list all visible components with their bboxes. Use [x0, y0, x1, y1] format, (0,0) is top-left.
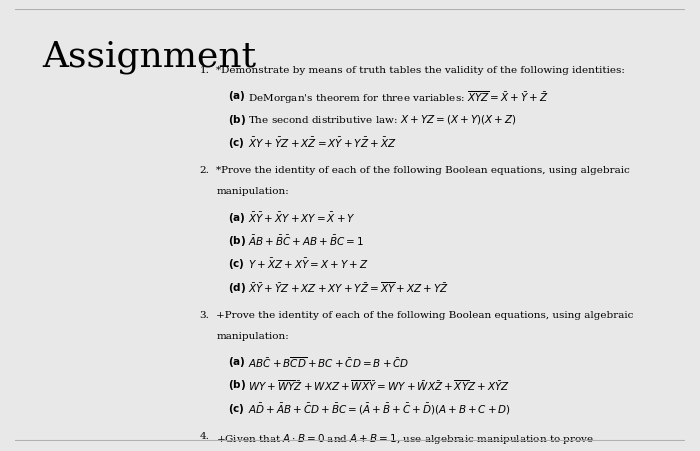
Text: manipulation:: manipulation:: [216, 187, 289, 196]
Text: 1.: 1.: [199, 66, 209, 75]
Text: $\mathbf{(c)}$: $\mathbf{(c)}$: [228, 136, 245, 150]
Text: *Demonstrate by means of truth tables the validity of the following identities:: *Demonstrate by means of truth tables th…: [216, 66, 625, 75]
Text: $\mathbf{(c)}$: $\mathbf{(c)}$: [228, 401, 245, 414]
Text: $\mathbf{(b)}$: $\mathbf{(b)}$: [228, 233, 246, 247]
Text: $\mathbf{(b)}$: $\mathbf{(b)}$: [228, 377, 246, 391]
Text: Assignment: Assignment: [42, 40, 256, 74]
Text: $\mathbf{(b)}$: $\mathbf{(b)}$: [228, 113, 246, 127]
Text: $\mathbf{(a)}$: $\mathbf{(a)}$: [228, 210, 246, 224]
Text: +Prove the identity of each of the following Boolean equations, using algebraic: +Prove the identity of each of the follo…: [216, 310, 634, 319]
Text: $\mathbf{(a)}$: $\mathbf{(a)}$: [228, 354, 246, 368]
Text: 4.: 4.: [199, 431, 209, 440]
Text: manipulation:: manipulation:: [216, 331, 289, 340]
Text: $\bar{X}\bar{Y} + \bar{X}Y + XY = \bar{X} + Y$: $\bar{X}\bar{Y} + \bar{X}Y + XY = \bar{X…: [248, 210, 356, 224]
Text: DeMorgan's theorem for three variables: $\overline{XYZ} = \bar{X} + \bar{Y} + \b: DeMorgan's theorem for three variables: …: [248, 89, 549, 106]
Text: +Given that $A \cdot B = 0$ and $A + B = 1$, use algebraic manipulation to prove: +Given that $A \cdot B = 0$ and $A + B =…: [216, 431, 594, 445]
Text: 3.: 3.: [199, 310, 209, 319]
Text: $Y + \bar{X}Z + X\bar{Y} = X + Y + Z$: $Y + \bar{X}Z + X\bar{Y} = X + Y + Z$: [248, 257, 369, 271]
Text: The second distributive law: $X + YZ = (X + Y)(X + Z)$: The second distributive law: $X + YZ = (…: [248, 113, 517, 125]
Text: $\bar{X}\bar{Y} + \bar{Y}Z + XZ + XY + Y\bar{Z} = \overline{XY} + XZ + Y\bar{Z}$: $\bar{X}\bar{Y} + \bar{Y}Z + XZ + XY + Y…: [248, 280, 449, 295]
Text: $\mathbf{(d)}$: $\mathbf{(d)}$: [228, 280, 246, 294]
Text: $\bar{A}B + \bar{B}\bar{C} + AB + \bar{B}C = 1$: $\bar{A}B + \bar{B}\bar{C} + AB + \bar{B…: [248, 233, 365, 248]
Text: 2.: 2.: [199, 166, 209, 175]
Text: $A\bar{D} + \bar{A}B + \bar{C}D + \bar{B}C = (\bar{A}+\bar{B}+\bar{C}+\bar{D})(A: $A\bar{D} + \bar{A}B + \bar{C}D + \bar{B…: [248, 401, 511, 416]
Text: $AB\bar{C} + B\overline{CD} + BC + \bar{C}D = B + \bar{C}D$: $AB\bar{C} + B\overline{CD} + BC + \bar{…: [248, 354, 410, 369]
Text: $\mathbf{(a)}$: $\mathbf{(a)}$: [228, 89, 246, 103]
Text: $\mathbf{(c)}$: $\mathbf{(c)}$: [228, 257, 245, 271]
Text: $WY + \overline{WY}\bar{Z} + WXZ + \overline{WX}\bar{Y} = WY + \bar{W}X\bar{Z} +: $WY + \overline{WY}\bar{Z} + WXZ + \over…: [248, 377, 510, 392]
Text: $\bar{X}Y + \bar{Y}Z + X\bar{Z} = X\bar{Y} + Y\bar{Z} + \bar{X}Z$: $\bar{X}Y + \bar{Y}Z + X\bar{Z} = X\bar{…: [248, 136, 397, 150]
Text: *Prove the identity of each of the following Boolean equations, using algebraic: *Prove the identity of each of the follo…: [216, 166, 630, 175]
